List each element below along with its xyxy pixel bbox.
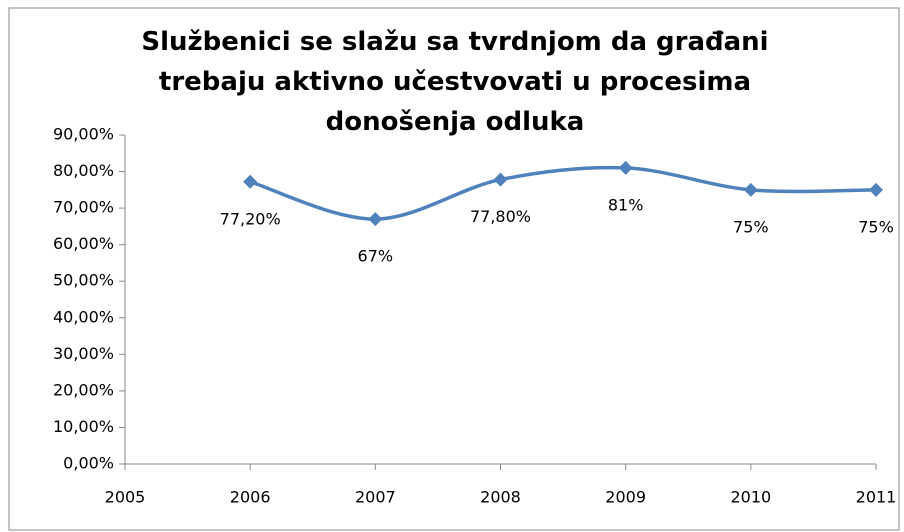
- y-tick-label: 90,00%: [53, 125, 114, 144]
- x-tick-label: 2007: [355, 488, 396, 507]
- data-label: 77,80%: [470, 207, 531, 226]
- data-label: 75%: [733, 217, 769, 236]
- y-tick-label: 70,00%: [53, 198, 114, 217]
- data-label: 75%: [858, 217, 894, 236]
- y-tick-label: 20,00%: [53, 380, 114, 399]
- y-tick-label: 30,00%: [53, 344, 114, 363]
- data-label: 67%: [358, 247, 394, 266]
- y-tick-label: 60,00%: [53, 234, 114, 253]
- marker: [243, 174, 258, 189]
- y-tick-label: 50,00%: [53, 271, 114, 290]
- data-label: 77,20%: [220, 209, 281, 228]
- x-tick-label: 2009: [605, 488, 646, 507]
- y-tick-label: 80,00%: [53, 161, 114, 180]
- marker: [618, 160, 633, 175]
- y-tick-label: 0,00%: [63, 454, 114, 473]
- marker: [493, 172, 508, 187]
- chart-title: Službenici se slažu sa tvrdnjom da građa…: [141, 27, 769, 137]
- marker: [368, 212, 383, 227]
- marker: [743, 182, 758, 197]
- marker: [869, 182, 883, 197]
- y-tick-label: 40,00%: [53, 307, 114, 326]
- data-label: 81%: [608, 195, 644, 214]
- x-tick-label: 2008: [480, 488, 521, 507]
- chart-frame: [8, 7, 900, 531]
- x-tick-label: 2011: [856, 488, 897, 507]
- series-line: [249, 165, 877, 221]
- x-tick-label: 2006: [230, 488, 271, 507]
- x-tick-label: 2010: [730, 488, 771, 507]
- y-tick-label: 10,00%: [53, 417, 114, 436]
- x-tick-label: 2005: [105, 488, 146, 507]
